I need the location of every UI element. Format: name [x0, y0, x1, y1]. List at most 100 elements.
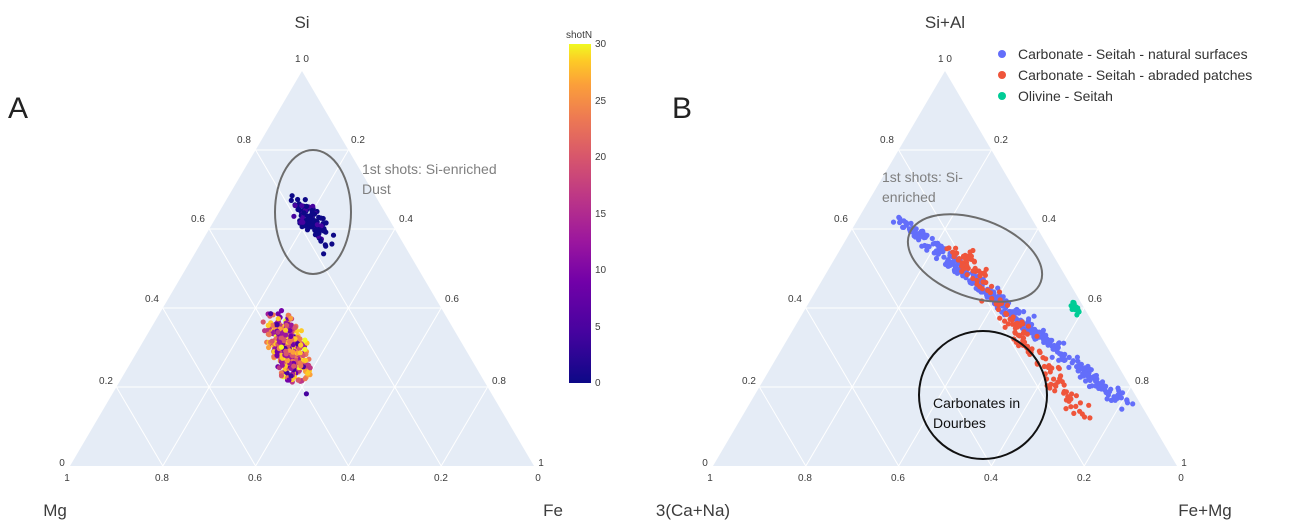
grid-line-right-4	[440, 386, 489, 467]
point-b-natural-surfaces	[1061, 353, 1067, 359]
point-a-main	[305, 370, 311, 376]
legend-item-natural-surfaces[interactable]: Carbonate - Seitah - natural surfaces	[998, 46, 1248, 62]
point-b-natural-surfaces	[984, 292, 990, 298]
point-b-abraded-patches	[1052, 388, 1058, 394]
tick-bottom-b-2: 0.6	[891, 473, 905, 484]
ternary-panel-b: B Si+Al 3(Ca+Na) Fe+Mg 1 0 0.8 0.6 0.4 0…	[656, 13, 1232, 520]
tick-top-a-4: 0.2	[99, 376, 113, 387]
tick-bottom-b-4: 0.2	[1077, 473, 1091, 484]
colorbar-title: shotN	[566, 30, 592, 41]
point-b-abraded-patches	[1016, 332, 1023, 338]
legend-marker-olivine	[998, 92, 1006, 100]
point-a-main	[302, 337, 308, 343]
point-a-dust	[314, 222, 320, 228]
point-a-main	[266, 344, 272, 351]
point-a-main	[279, 362, 285, 368]
point-b-abraded-patches	[996, 289, 1003, 295]
tick-top-a-2: 0.6	[191, 214, 205, 225]
ternary-panel-a: A Si Mg Fe 1 0 0.8 0.6 0.4 0.2 0 1 0.8 0…	[8, 13, 563, 520]
point-a-main	[298, 342, 304, 348]
point-b-abraded-patches	[946, 245, 952, 251]
point-b-natural-surfaces	[1056, 357, 1062, 363]
point-b-natural-surfaces	[1021, 309, 1027, 315]
point-a-dust	[321, 251, 327, 257]
point-a-main	[288, 373, 294, 379]
point-b-abraded-patches	[974, 277, 980, 284]
vertex-label-ca-na: 3(Ca+Na)	[656, 501, 730, 520]
point-b-natural-surfaces	[908, 220, 914, 226]
point-b-natural-surfaces	[941, 254, 947, 260]
tick-top-a-3: 0.4	[145, 294, 159, 305]
colorbar-gradient	[569, 44, 591, 383]
point-a-main	[287, 328, 293, 334]
point-a-main	[262, 328, 268, 334]
tick-top-b-2: 0.6	[834, 214, 848, 225]
point-b-natural-surfaces	[1098, 384, 1104, 390]
point-b-natural-surfaces	[1074, 354, 1080, 360]
tick-top-a-0: 1 0	[295, 54, 309, 65]
point-b-natural-surfaces	[1055, 345, 1061, 351]
colorbar-tick-10: 10	[595, 265, 607, 276]
grid-line-right-3	[347, 307, 442, 467]
point-a-dust	[318, 238, 324, 244]
point-b-abraded-patches	[997, 315, 1003, 321]
point-b-natural-surfaces	[1040, 327, 1046, 333]
point-a-main	[275, 311, 281, 317]
point-a-main	[298, 363, 304, 369]
point-a-main	[274, 352, 280, 358]
panel-label-b: B	[672, 92, 692, 125]
point-b-abraded-patches	[1020, 335, 1027, 341]
point-b-olivine	[1070, 299, 1076, 305]
point-b-abraded-patches	[995, 306, 1002, 313]
point-b-abraded-patches	[1069, 391, 1075, 397]
point-a-dust	[311, 211, 318, 217]
point-b-abraded-patches	[1002, 318, 1008, 324]
annotation-ellipse-si-enriched	[906, 213, 1044, 303]
point-b-abraded-patches	[951, 253, 957, 260]
point-b-natural-surfaces	[1055, 341, 1062, 347]
point-b-natural-surfaces	[901, 218, 907, 224]
point-b-natural-surfaces	[1088, 367, 1094, 373]
point-b-natural-surfaces	[1046, 340, 1052, 346]
point-b-natural-surfaces	[933, 255, 940, 262]
tick-top-b-1: 0.8	[880, 135, 894, 146]
point-b-natural-surfaces	[954, 270, 960, 276]
tick-right-b-0: 0.2	[994, 135, 1008, 146]
point-a-main	[265, 322, 271, 328]
point-b-abraded-patches	[1077, 400, 1083, 406]
tick-bottom-a-2: 0.6	[248, 473, 262, 484]
point-b-natural-surfaces	[890, 219, 897, 225]
vertex-label-si: Si	[294, 13, 309, 32]
point-b-abraded-patches	[1063, 397, 1069, 403]
point-b-natural-surfaces	[1124, 400, 1131, 406]
point-a-main	[305, 362, 311, 368]
point-b-natural-surfaces	[940, 249, 946, 255]
point-b-natural-surfaces	[920, 229, 926, 235]
point-a-dust	[292, 202, 298, 209]
point-b-natural-surfaces	[995, 285, 1001, 291]
point-b-natural-surfaces	[1104, 396, 1110, 402]
point-a-main	[291, 363, 297, 369]
point-a-main	[278, 373, 285, 379]
point-b-natural-surfaces	[1116, 388, 1122, 394]
colorbar-tick-15: 15	[595, 209, 607, 220]
point-a-dust	[304, 213, 310, 219]
point-b-natural-surfaces	[1075, 368, 1082, 374]
point-a-main	[290, 349, 296, 355]
legend-label-olivine: Olivine - Seitah	[1018, 88, 1113, 104]
grid-line-left-4	[115, 386, 164, 467]
point-b-abraded-patches	[981, 270, 987, 276]
tick-right-b-4: 1	[1181, 458, 1187, 469]
point-b-abraded-patches	[1068, 404, 1074, 410]
point-b-abraded-patches	[1041, 363, 1047, 370]
point-a-main	[275, 316, 281, 322]
point-a-main	[260, 319, 266, 325]
annotation-text-b1-line2: enriched	[882, 189, 936, 205]
legend-item-abraded-patches[interactable]: Carbonate - Seitah - abraded patches	[998, 67, 1252, 83]
point-b-natural-surfaces	[1118, 395, 1124, 401]
point-a-dust	[318, 215, 324, 221]
point-b-abraded-patches	[1073, 393, 1079, 399]
legend-item-olivine[interactable]: Olivine - Seitah	[998, 88, 1113, 104]
panel-label-a: A	[8, 92, 28, 125]
point-a-main	[284, 358, 290, 364]
